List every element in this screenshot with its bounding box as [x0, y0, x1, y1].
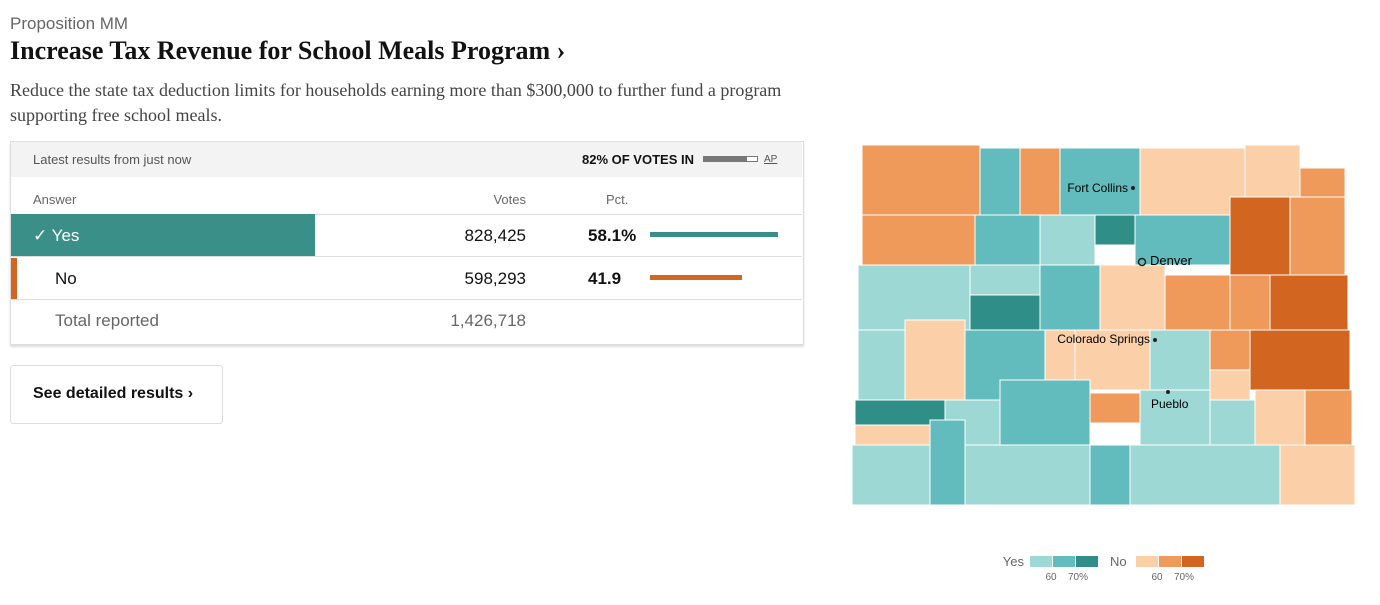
reporting: 82% OF VOTES IN: [582, 152, 694, 167]
counties: [851, 144, 1356, 506]
total-votes: 1,426,718: [450, 311, 526, 330]
city-label: Fort Collins: [1067, 181, 1128, 195]
legend-tick: 60: [1151, 572, 1163, 583]
reporting-track: [703, 156, 758, 162]
kicker: Proposition MM: [10, 14, 129, 33]
total-label: Total reported: [55, 311, 159, 330]
pct-bar: [650, 275, 743, 280]
col-answer: Answer: [33, 192, 77, 207]
pct: 58.1%: [588, 226, 637, 245]
row-accent: [11, 258, 17, 299]
legend-tick: 60: [1045, 572, 1057, 583]
votes: 828,425: [464, 226, 526, 245]
col-votes: Votes: [493, 192, 526, 207]
reporting-fill: [704, 157, 748, 161]
source[interactable]: AP: [764, 154, 778, 165]
col-pct: Pct.: [606, 192, 629, 207]
legend-label: No: [1110, 554, 1127, 569]
legend-tick: 70%: [1068, 572, 1088, 583]
winner-highlight: [11, 214, 315, 256]
answer: ✓ Yes: [33, 226, 80, 245]
table-header: [11, 142, 802, 177]
city-label: Colorado Springs: [1057, 332, 1150, 346]
details-button[interactable]: [10, 365, 223, 424]
city-label: Denver: [1150, 253, 1193, 268]
votes: 598,293: [464, 269, 526, 288]
legend-label: Yes: [1003, 554, 1025, 569]
title[interactable]: Increase Tax Revenue for School Meals Pr…: [10, 36, 566, 65]
updated: Latest results from just now: [33, 152, 192, 167]
results-table: [10, 141, 804, 345]
result-row: [10, 257, 802, 300]
result-row: [10, 214, 802, 257]
answer: No: [55, 269, 77, 288]
details-button-label[interactable]: See detailed results ›: [33, 385, 194, 402]
legend-tick: 70%: [1174, 572, 1194, 583]
description: Reduce the state tax deduction limits fo…: [10, 80, 782, 125]
pct: 41.9: [588, 269, 622, 288]
column-row: [10, 177, 802, 215]
city-label: Pueblo: [1151, 397, 1189, 411]
pct-bar: [650, 232, 778, 237]
